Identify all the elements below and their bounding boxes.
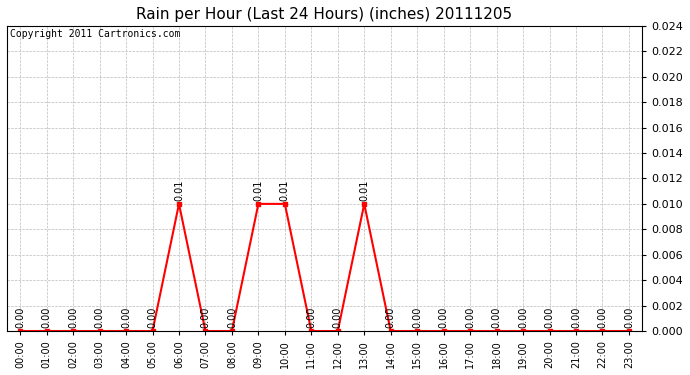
Text: 0.00: 0.00 [121,307,131,328]
Text: 0.00: 0.00 [306,307,316,328]
Text: 0.00: 0.00 [598,307,607,328]
Text: 0.00: 0.00 [465,307,475,328]
Text: 0.00: 0.00 [41,307,52,328]
Text: Copyright 2011 Cartronics.com: Copyright 2011 Cartronics.com [10,29,181,39]
Text: 0.00: 0.00 [518,307,528,328]
Text: 0.00: 0.00 [386,307,396,328]
Text: 0.01: 0.01 [280,180,290,201]
Text: 0.00: 0.00 [571,307,581,328]
Text: 0.00: 0.00 [15,307,25,328]
Text: 0.01: 0.01 [253,180,264,201]
Text: 0.00: 0.00 [544,307,555,328]
Text: 0.00: 0.00 [68,307,78,328]
Text: 0.00: 0.00 [624,307,634,328]
Text: 0.01: 0.01 [174,180,184,201]
Text: 0.00: 0.00 [412,307,422,328]
Text: 0.01: 0.01 [359,180,369,201]
Text: 0.00: 0.00 [491,307,502,328]
Text: 0.00: 0.00 [439,307,449,328]
Title: Rain per Hour (Last 24 Hours) (inches) 20111205: Rain per Hour (Last 24 Hours) (inches) 2… [137,7,513,22]
Text: 0.00: 0.00 [201,307,210,328]
Text: 0.00: 0.00 [227,307,237,328]
Text: 0.00: 0.00 [333,307,343,328]
Text: 0.00: 0.00 [148,307,157,328]
Text: 0.00: 0.00 [95,307,105,328]
